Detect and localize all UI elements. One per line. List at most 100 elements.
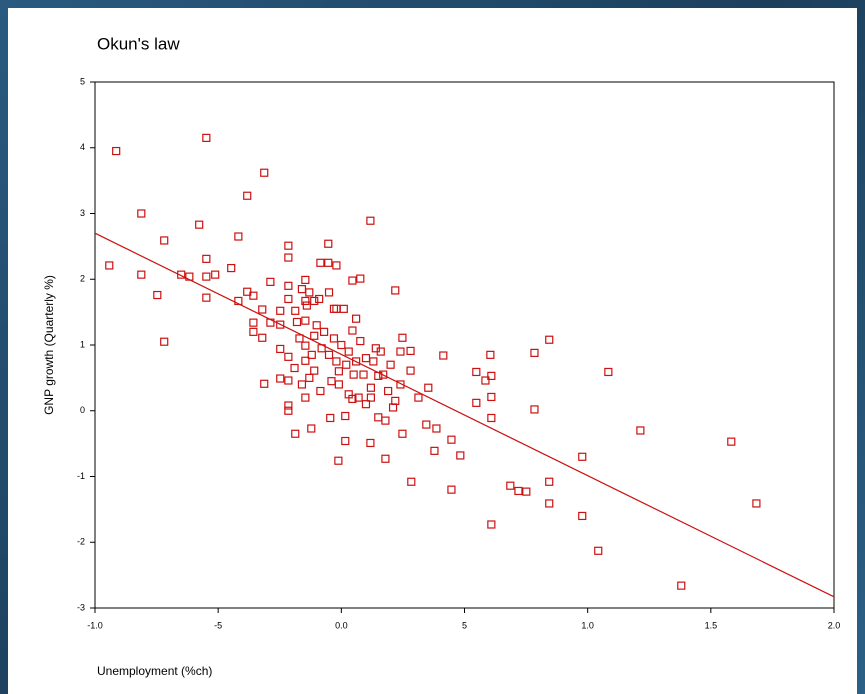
point — [177, 270, 186, 279]
point — [407, 477, 416, 486]
point — [112, 146, 121, 156]
point — [472, 367, 481, 377]
point — [486, 350, 495, 359]
y-tick-label: 0 — [80, 405, 85, 415]
x-tick-label: 1.5 — [705, 620, 718, 630]
point — [352, 357, 361, 366]
point — [530, 405, 539, 414]
point — [290, 363, 299, 373]
point — [310, 331, 319, 340]
point — [487, 392, 496, 402]
point — [284, 241, 293, 250]
point — [398, 429, 407, 438]
point — [284, 352, 293, 361]
point — [284, 253, 293, 262]
point — [578, 511, 587, 521]
point — [594, 546, 603, 555]
point — [366, 393, 375, 402]
point — [301, 296, 310, 306]
point — [276, 306, 285, 315]
point — [530, 348, 539, 357]
point — [202, 293, 211, 302]
point — [359, 370, 368, 379]
point — [301, 393, 310, 402]
point — [316, 258, 325, 267]
point — [307, 350, 316, 359]
point — [326, 413, 335, 423]
point — [379, 370, 388, 379]
point — [315, 294, 324, 304]
point — [202, 133, 211, 142]
point — [636, 426, 645, 435]
x-tick-label: -1.0 — [87, 620, 103, 630]
point — [292, 317, 302, 327]
y-tick-label: -3 — [77, 602, 85, 612]
point — [487, 371, 496, 381]
point — [334, 380, 343, 389]
trend-line — [94, 232, 835, 598]
point — [369, 357, 378, 366]
point — [319, 327, 329, 336]
point — [545, 335, 554, 344]
point — [105, 261, 114, 270]
point — [234, 296, 243, 306]
point — [456, 451, 465, 460]
point — [424, 383, 433, 392]
point — [356, 274, 365, 283]
point — [249, 291, 258, 300]
point — [374, 413, 383, 422]
y-tick-label: 2 — [80, 274, 85, 284]
point — [329, 304, 339, 313]
point — [302, 301, 311, 310]
point — [234, 232, 243, 241]
point — [329, 334, 339, 343]
panel — [8, 8, 857, 694]
point — [137, 209, 146, 218]
point — [291, 306, 300, 315]
point — [160, 337, 169, 346]
point — [356, 336, 365, 346]
point — [305, 373, 314, 382]
point — [344, 347, 353, 356]
point — [388, 403, 398, 412]
point — [344, 390, 353, 399]
chart-title: Okun's law — [97, 34, 180, 53]
point — [291, 429, 300, 438]
point — [227, 263, 236, 273]
point — [381, 454, 390, 463]
point — [677, 581, 686, 590]
point — [260, 379, 269, 388]
point — [349, 370, 358, 379]
point — [348, 326, 357, 335]
point — [727, 437, 736, 446]
point — [324, 258, 333, 267]
point — [284, 376, 293, 385]
point — [341, 436, 350, 446]
point — [439, 351, 448, 360]
y-tick-label: -1 — [77, 471, 85, 481]
point — [301, 316, 310, 325]
point — [422, 420, 431, 429]
point — [301, 275, 310, 285]
point — [243, 191, 252, 200]
point — [430, 446, 439, 455]
point — [297, 380, 307, 389]
y-axis-label: GNP growth (Quarterly %) — [42, 275, 56, 415]
point — [447, 485, 456, 494]
point — [153, 290, 162, 300]
point — [339, 304, 348, 313]
point — [341, 411, 350, 421]
point — [487, 520, 496, 529]
point — [249, 327, 258, 336]
point — [545, 477, 554, 486]
point — [414, 393, 423, 402]
point — [334, 456, 343, 465]
point — [506, 481, 515, 490]
x-tick-label: 5 — [462, 620, 467, 630]
point — [447, 435, 456, 444]
x-tick-label: -5 — [214, 620, 222, 630]
x-tick-label: 1.0 — [581, 620, 594, 630]
point — [258, 333, 267, 342]
